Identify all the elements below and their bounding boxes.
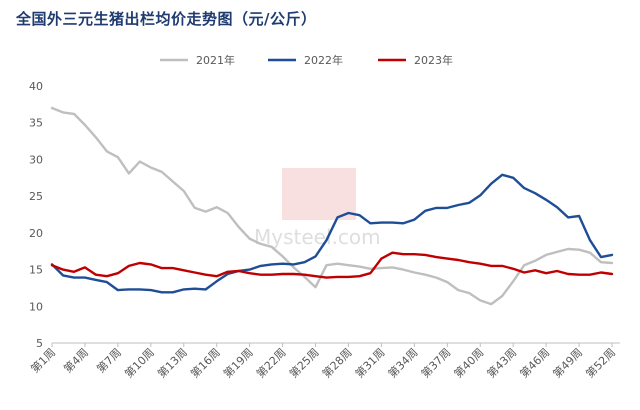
series-line-2023年 <box>50 251 614 279</box>
x-tick-label: 第10周 <box>122 345 157 380</box>
legend-label: 2023年 <box>414 53 453 67</box>
watermark-text: Mysteel.com <box>254 225 381 249</box>
series-line-2021年 <box>50 106 614 306</box>
chart-legend: 2021年 2022年 2023年 <box>160 53 453 67</box>
series-lines <box>50 106 614 306</box>
x-tick-label: 第52周 <box>583 345 618 380</box>
x-tick-label: 第25周 <box>286 345 321 380</box>
x-tick-label: 第31周 <box>352 345 387 380</box>
x-tick-label: 第46周 <box>517 345 552 380</box>
x-tick-label: 第22周 <box>253 345 288 380</box>
legend-label: 2021年 <box>196 53 235 67</box>
x-tick-label: 第4周 <box>61 345 91 375</box>
y-tick-label: 40 <box>29 80 43 93</box>
y-tick-label: 20 <box>29 227 43 240</box>
watermark-logo-block <box>282 168 356 220</box>
x-tick-label: 第28周 <box>319 345 354 380</box>
x-tick-label: 第40周 <box>451 345 486 380</box>
x-tick-label: 第34周 <box>385 345 420 380</box>
chart-title: 全国外三元生猪出栏均价走势图（元/公斤） <box>16 10 317 28</box>
legend-label: 2022年 <box>304 53 343 67</box>
y-tick-label: 25 <box>29 190 43 203</box>
y-tick-label: 30 <box>29 153 43 166</box>
y-tick-label: 35 <box>29 117 43 130</box>
x-tick-label: 第16周 <box>187 345 222 380</box>
y-tick-label: 15 <box>29 264 43 277</box>
x-tick-label: 第19周 <box>220 345 255 380</box>
x-tick-label: 第37周 <box>418 345 453 380</box>
x-tick-label: 第13周 <box>155 345 190 380</box>
series-line-2022年 <box>50 173 614 294</box>
y-tick-label: 5 <box>36 337 43 350</box>
mysteel-watermark: Mysteel.com <box>254 168 381 249</box>
y-tick-label: 10 <box>29 300 43 313</box>
x-tick-label: 第7周 <box>94 345 124 375</box>
x-tick-label: 第43周 <box>484 345 519 380</box>
x-tick-label: 第49周 <box>550 345 585 380</box>
